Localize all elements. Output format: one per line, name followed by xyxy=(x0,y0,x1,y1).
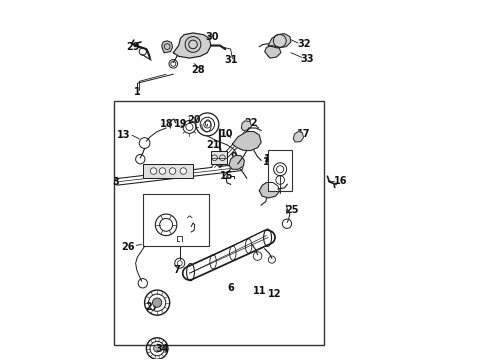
Text: 2: 2 xyxy=(210,152,217,162)
Text: 10: 10 xyxy=(220,129,233,139)
Circle shape xyxy=(153,345,161,352)
Text: 21: 21 xyxy=(207,140,220,150)
Bar xyxy=(114,101,324,345)
Text: 13: 13 xyxy=(117,130,130,140)
Text: 14: 14 xyxy=(264,154,277,164)
Text: 9: 9 xyxy=(230,152,237,162)
Text: 7: 7 xyxy=(173,265,180,275)
Text: 5: 5 xyxy=(193,211,200,221)
Text: 31: 31 xyxy=(224,55,238,65)
Text: 33: 33 xyxy=(300,54,314,64)
Text: 12: 12 xyxy=(268,289,281,299)
Text: 15: 15 xyxy=(220,171,233,181)
Text: 27: 27 xyxy=(145,302,158,312)
Text: 18: 18 xyxy=(160,120,173,129)
Text: 26: 26 xyxy=(121,242,135,252)
Text: 23: 23 xyxy=(261,188,274,198)
Polygon shape xyxy=(242,121,251,131)
Text: 24: 24 xyxy=(271,178,285,188)
Text: 30: 30 xyxy=(205,32,219,41)
Text: 32: 32 xyxy=(297,40,311,49)
Text: 22: 22 xyxy=(245,118,258,128)
Circle shape xyxy=(180,168,187,174)
Text: 20: 20 xyxy=(187,115,201,125)
Circle shape xyxy=(152,298,162,307)
Text: 17: 17 xyxy=(297,129,311,139)
Text: 4: 4 xyxy=(154,167,161,177)
Polygon shape xyxy=(269,34,291,48)
Text: 8: 8 xyxy=(190,204,196,215)
Text: 3: 3 xyxy=(112,177,119,187)
Polygon shape xyxy=(229,156,245,169)
Bar xyxy=(143,164,193,178)
Circle shape xyxy=(150,168,157,174)
Bar xyxy=(269,149,292,191)
Polygon shape xyxy=(232,132,261,150)
Polygon shape xyxy=(259,183,279,198)
Circle shape xyxy=(170,168,176,174)
Text: 6: 6 xyxy=(227,283,234,293)
Text: 34: 34 xyxy=(155,344,169,354)
Bar xyxy=(211,151,227,164)
Text: 1: 1 xyxy=(134,87,141,97)
Text: 12: 12 xyxy=(263,157,276,167)
Text: 29: 29 xyxy=(126,42,140,51)
Circle shape xyxy=(159,168,166,174)
Polygon shape xyxy=(173,33,211,58)
Bar xyxy=(143,194,209,246)
Polygon shape xyxy=(294,132,303,142)
Text: 25: 25 xyxy=(285,206,299,216)
Polygon shape xyxy=(265,45,281,58)
Text: 11: 11 xyxy=(252,286,266,296)
Text: 16: 16 xyxy=(334,176,347,186)
Polygon shape xyxy=(162,41,172,53)
Text: 19: 19 xyxy=(174,120,188,129)
Text: 28: 28 xyxy=(191,64,204,75)
